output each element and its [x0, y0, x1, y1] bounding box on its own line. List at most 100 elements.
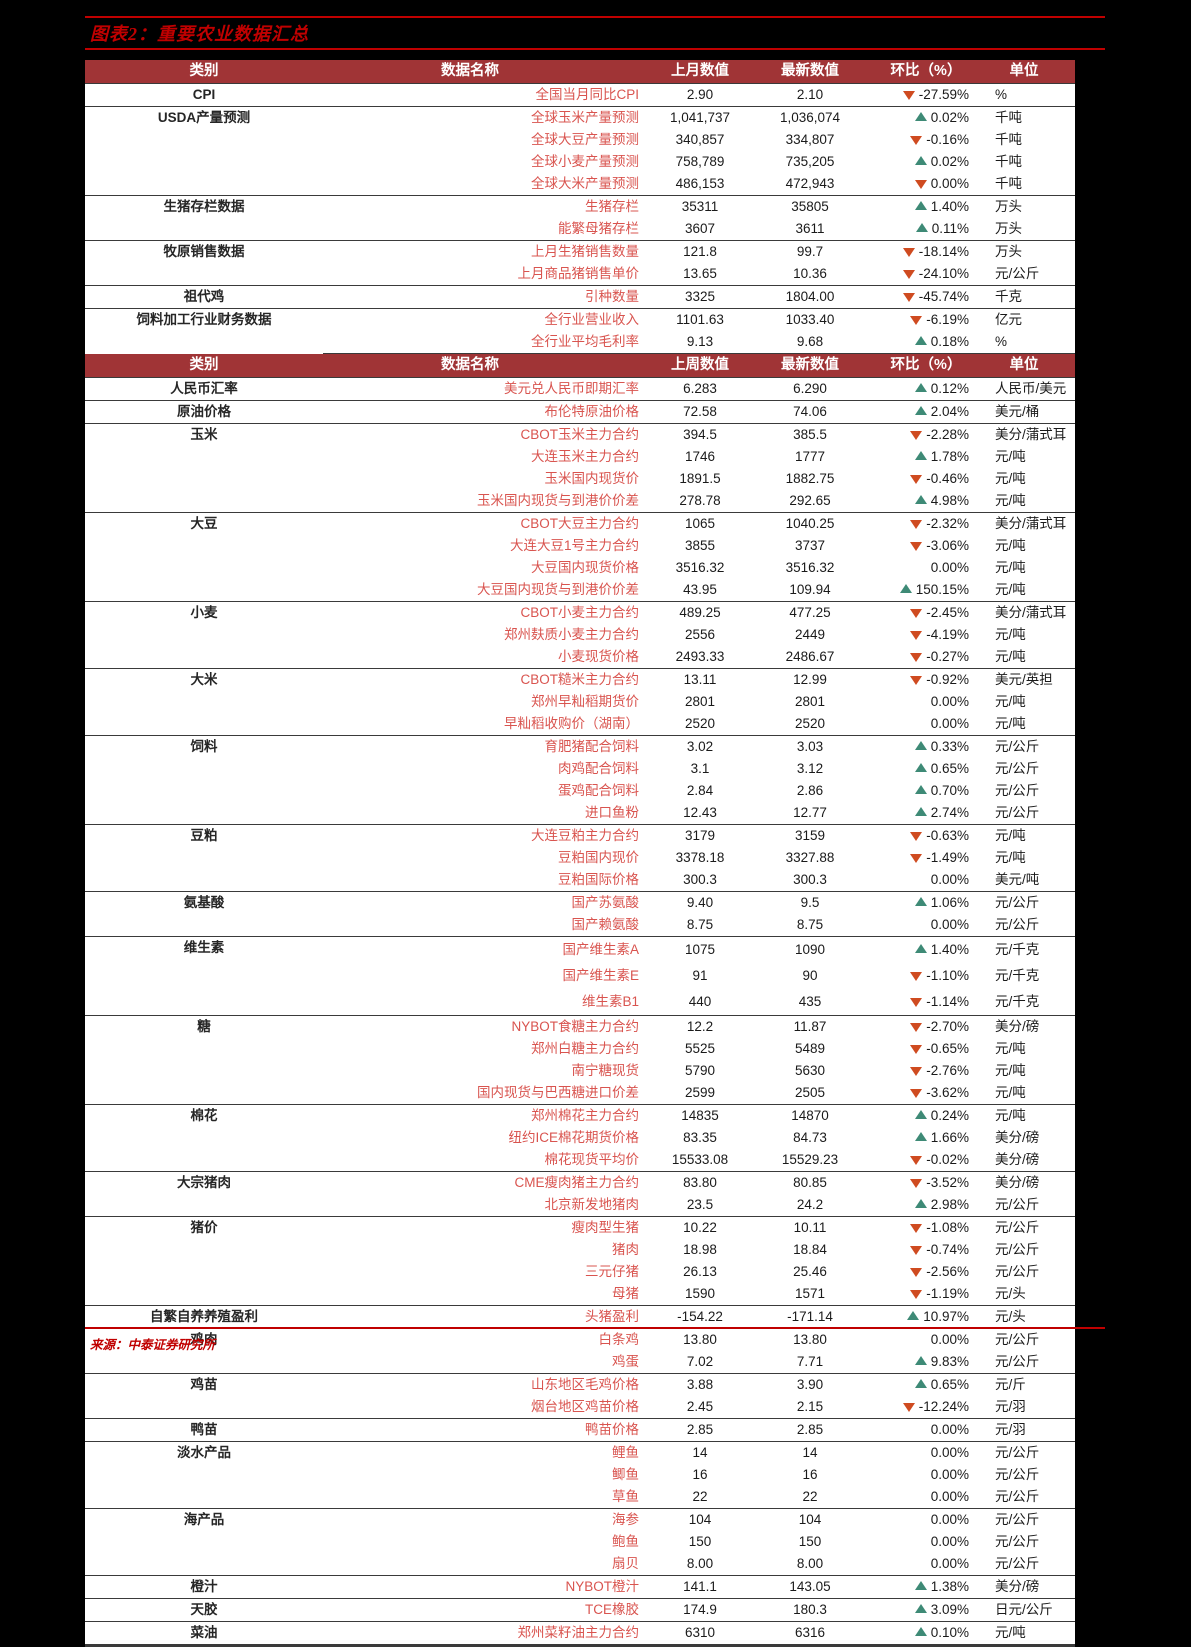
- triangle-down-icon: [910, 1179, 923, 1188]
- triangle-down-icon: [910, 542, 923, 551]
- row-unit: 千吨: [995, 176, 1022, 191]
- table-row: 小麦现货价格 2493.33 2486.67 -0.27% 元/吨: [85, 646, 1075, 669]
- row-data-name: 育肥猪配合饲料: [323, 735, 645, 758]
- row-change-percent: 3.09%: [865, 1598, 987, 1622]
- row-category: 祖代鸡: [85, 285, 323, 309]
- change-value-text: -2.76%: [926, 1063, 969, 1078]
- row-change-percent: -27.59%: [865, 83, 987, 107]
- row-latest-value: 80.85: [755, 1171, 865, 1194]
- change-value-text: 0.00%: [930, 716, 969, 731]
- table-row: 饲料 育肥猪配合饲料 3.02 3.03 0.33% 元/公斤: [85, 735, 1075, 825]
- row-previous-value: 2.90: [645, 83, 755, 107]
- row-unit: 元/公斤: [987, 1328, 1075, 1351]
- table-row: USDA产量预测 全球玉米产量预测 1,041,737 1,036,074 0.02% 千…: [85, 106, 1075, 196]
- table-row: 生猪存栏数据 生猪存栏 35311 35805 1.40% 万头: [85, 195, 1075, 241]
- row-data-name: 母猪: [612, 1286, 639, 1301]
- change-value-text: 0.65%: [930, 1377, 969, 1392]
- triangle-up-icon: [914, 112, 927, 121]
- change-value-text: 0.00%: [930, 176, 969, 191]
- table-row: 全球小麦产量预测 758,789 735,205 0.02% 千吨: [85, 151, 1075, 173]
- row-unit: 元/吨: [987, 824, 1075, 847]
- figure-title-block: 图表2：重要农业数据汇总: [0, 0, 1191, 50]
- table-row: 大米 CBOT糙米主力合约 13.11 12.99 -0.92% 美元/英担: [85, 668, 1075, 736]
- row-latest-value: 35805: [755, 195, 865, 218]
- change-value-text: -1.14%: [926, 994, 969, 1009]
- table-row: 上月商品猪销售单价 13.65 10.36 -24.10% 元/公斤: [85, 263, 1075, 286]
- row-previous-value: 489.25: [645, 601, 755, 624]
- change-value-text: 0.11%: [931, 221, 969, 236]
- row-category: 大米: [85, 668, 323, 736]
- row-previous-value: -154.22: [645, 1305, 755, 1329]
- table-row: 猪肉 18.98 18.84 -0.74% 元/公斤: [85, 1239, 1075, 1261]
- row-category: 鸭苗: [85, 1418, 323, 1442]
- row-latest-value: 477.25: [755, 601, 865, 624]
- triangle-up-icon: [914, 495, 927, 504]
- row-category: 鸡苗: [85, 1373, 323, 1419]
- row-latest-value: 2801: [794, 694, 826, 709]
- row-change-percent: 0.33%: [865, 735, 987, 758]
- change-value-text: 0.18%: [930, 334, 969, 349]
- row-change-percent: 0.00%: [865, 914, 987, 937]
- row-previous-value: 9.13: [645, 331, 755, 354]
- table-row: 国产维生素E 91 90 -1.10% 元/千克: [85, 963, 1075, 989]
- row-unit: 美分/磅: [995, 1152, 1040, 1167]
- change-value-text: 2.98%: [930, 1197, 969, 1212]
- row-data-name: 大豆国内现货与到港价价差: [477, 582, 639, 597]
- footer-rule: [85, 1327, 1105, 1329]
- row-change-percent: 0.00%: [865, 1531, 987, 1553]
- row-change-percent: 2.74%: [865, 802, 987, 825]
- row-data-name: 国内现货与巴西糖进口价差: [477, 1085, 639, 1100]
- row-data-name: 国产赖氨酸: [571, 917, 640, 932]
- row-change-percent: 1.06%: [865, 891, 987, 914]
- row-previous-value: 12.43: [683, 805, 717, 820]
- row-data-name: 瘦肉型生猪: [323, 1216, 645, 1239]
- change-value-text: 0.00%: [930, 1445, 969, 1460]
- row-unit: 元/公斤: [995, 761, 1040, 776]
- row-data-name: 早籼稻收购价（湖南）: [504, 716, 639, 731]
- row-change-percent: 10.97%: [865, 1305, 987, 1329]
- row-data-name: 玉米国内现货与到港价价差: [477, 493, 639, 508]
- table-row: 肉鸡配合饲料 3.1 3.12 0.65% 元/公斤: [85, 758, 1075, 780]
- change-value-text: -1.19%: [926, 1286, 969, 1301]
- row-category: 自繁自养养殖盈利: [85, 1305, 323, 1329]
- row-latest-value: 22: [802, 1489, 818, 1504]
- row-latest-value: 14870: [755, 1104, 865, 1127]
- row-previous-value: 174.9: [645, 1598, 755, 1622]
- row-change-percent: 150.15%: [865, 579, 987, 602]
- row-latest-value: 435: [798, 994, 822, 1009]
- change-value-text: -2.32%: [926, 516, 969, 531]
- row-data-name: 大连玉米主力合约: [531, 449, 639, 464]
- row-category: 猪价: [85, 1216, 323, 1306]
- change-value-text: 0.24%: [930, 1108, 969, 1123]
- row-category: 糖: [85, 1015, 323, 1105]
- row-data-name: 国产苏氨酸: [323, 891, 645, 914]
- row-latest-value: 90: [802, 968, 818, 983]
- row-unit: 元/公斤: [995, 1242, 1040, 1257]
- row-data-name: 鲍鱼: [612, 1534, 639, 1549]
- row-latest-value: 2449: [794, 627, 826, 642]
- triangle-down-icon: [910, 972, 923, 981]
- title-rule-bottom: [85, 48, 1105, 50]
- row-data-name: CBOT玉米主力合约: [323, 423, 645, 446]
- row-previous-value: 104: [645, 1508, 755, 1531]
- table-row: 进口鱼粉 12.43 12.77 2.74% 元/公斤: [85, 802, 1075, 825]
- triangle-up-icon: [914, 156, 927, 165]
- table-row: 郑州早籼稻期货价 2801 2801 0.00% 元/吨: [85, 691, 1075, 713]
- header-cell-change: 环比（%）: [865, 60, 987, 84]
- table-row: 全球大豆产量预测 340,857 334,807 -0.16% 千吨: [85, 129, 1075, 151]
- row-unit: 元/吨: [995, 716, 1026, 731]
- header-cell-previous: 上月数值: [645, 60, 755, 84]
- row-change-percent: 1.78%: [865, 446, 987, 468]
- row-latest-value: 74.06: [755, 400, 865, 424]
- row-data-name: 蛋鸡配合饲料: [558, 783, 639, 798]
- row-previous-value: 121.8: [645, 240, 755, 263]
- row-latest-value: 5630: [794, 1063, 826, 1078]
- row-previous-value: 23.5: [686, 1197, 714, 1212]
- change-value-text: 0.65%: [930, 761, 969, 776]
- row-previous-value: 278.78: [679, 493, 721, 508]
- change-value-text: -6.19%: [926, 312, 969, 327]
- row-unit: 元/羽: [995, 1399, 1026, 1414]
- table-row: 饲料加工行业财务数据 全行业营业收入 1101.63 1033.40 -6.19% 亿元: [85, 308, 1075, 354]
- row-previous-value: 3325: [645, 285, 755, 309]
- triangle-down-icon: [910, 1268, 923, 1277]
